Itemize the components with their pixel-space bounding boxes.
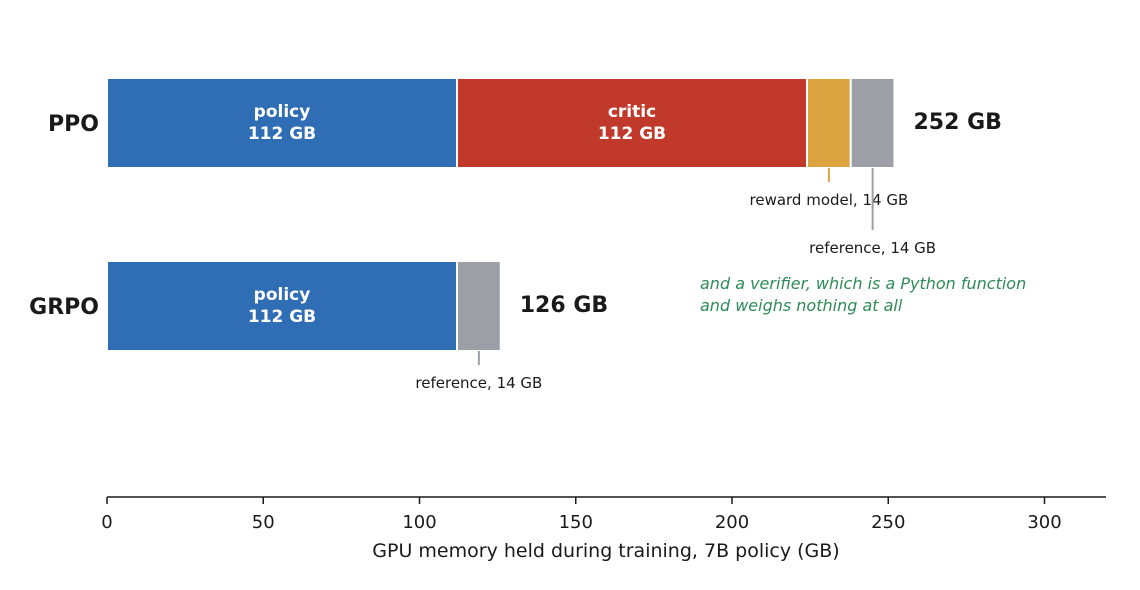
- x-tick-label: 100: [402, 512, 436, 533]
- segment-value-ppo-policy: 112 GB: [248, 124, 316, 144]
- verifier-note-line: and weighs nothing at all: [700, 296, 903, 315]
- x-tick-label: 300: [1027, 512, 1061, 533]
- bar-ppo-policy: [106, 77, 458, 169]
- segment-name-grpo-policy: policy: [254, 285, 311, 305]
- total-label-ppo: 252 GB: [914, 110, 1002, 135]
- total-label-grpo: 126 GB: [520, 293, 608, 318]
- x-tick-label: 250: [871, 512, 905, 533]
- verifier-note-line: and a verifier, which is a Python functi…: [700, 274, 1026, 293]
- x-tick-label: 150: [559, 512, 593, 533]
- bar-ppo-critic: [456, 77, 808, 169]
- x-tick-label: 0: [101, 512, 112, 533]
- bar-grpo-policy: [106, 260, 458, 352]
- bar-ppo-reference: [849, 77, 896, 169]
- bar-ppo-reward-model: [806, 77, 852, 169]
- bar-grpo-reference: [456, 260, 502, 352]
- x-tick-label: 50: [252, 512, 275, 533]
- row-label-grpo: GRPO: [29, 295, 99, 320]
- annotation-grpo-reference: reference, 14 GB: [415, 374, 542, 392]
- annotation-ppo-reference: reference, 14 GB: [809, 239, 936, 257]
- segment-value-grpo-policy: 112 GB: [248, 307, 316, 327]
- x-axis-title: GPU memory held during training, 7B poli…: [372, 540, 839, 562]
- annotation-ppo-reward-model: reward model, 14 GB: [750, 191, 909, 209]
- row-label-ppo: PPO: [48, 112, 99, 137]
- segment-name-ppo-policy: policy: [254, 102, 311, 122]
- segment-value-ppo-critic: 112 GB: [598, 124, 666, 144]
- x-tick-label: 200: [715, 512, 749, 533]
- segment-name-ppo-critic: critic: [608, 102, 656, 122]
